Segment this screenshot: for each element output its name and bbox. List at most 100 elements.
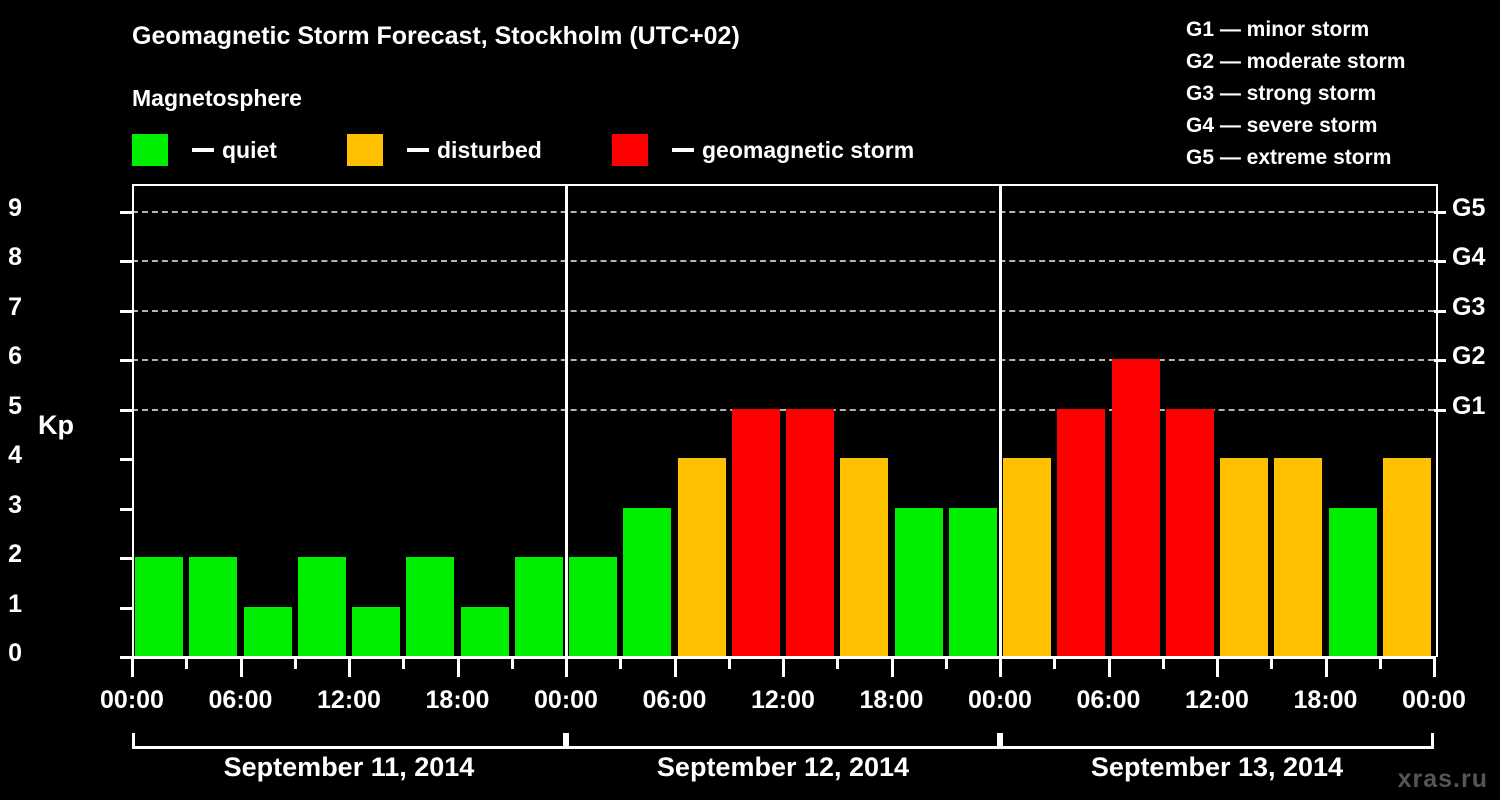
y-tick-label-8: 8: [8, 243, 22, 272]
x-tick-12: [782, 659, 785, 677]
legend-label: quiet: [222, 136, 277, 163]
bar-21[interactable]: [1274, 458, 1322, 656]
y-tick-label-7: 7: [8, 292, 22, 321]
bar-6[interactable]: [461, 606, 509, 656]
bar-8[interactable]: [569, 557, 617, 656]
g-scale-legend: G1 — minor storm G2 — moderate storm G3 — …: [1186, 14, 1486, 174]
y-tick-label-6: 6: [8, 342, 22, 371]
x-tick-14: [891, 659, 894, 677]
g-legend-row-3: G3 — strong storm: [1186, 82, 1377, 105]
y-tick-8: [120, 260, 132, 264]
g-tick-G3: [1434, 309, 1446, 313]
x-tick-label-3: 18:00: [425, 686, 490, 714]
bar-22[interactable]: [1329, 507, 1377, 656]
y-tick-2: [120, 557, 132, 561]
x-tick-label-2: 12:00: [317, 686, 381, 714]
g-legend-row-4: G4 — severe storm: [1186, 114, 1378, 137]
bar-9[interactable]: [623, 507, 671, 656]
bar-7[interactable]: [515, 557, 563, 656]
g-tick-G2: [1434, 359, 1446, 363]
bar-16[interactable]: [1003, 458, 1051, 656]
x-tick-label-4: 00:00: [534, 686, 598, 714]
bar-0[interactable]: [135, 557, 183, 656]
x-tick-21: [1270, 659, 1273, 669]
bar-18[interactable]: [1112, 359, 1160, 656]
x-tick-23: [1379, 659, 1382, 669]
y-tick-6: [120, 359, 132, 363]
gridline-kp-8: [132, 260, 1434, 263]
y-tick-label-1: 1: [8, 589, 22, 618]
x-tick-11: [728, 659, 731, 669]
gridline-kp-7: [132, 309, 1434, 312]
plot-area: [132, 186, 1434, 656]
g-axis-label-G5: G5: [1452, 193, 1486, 222]
bar-2[interactable]: [244, 606, 292, 656]
x-tick-label-9: 06:00: [1076, 686, 1141, 714]
x-tick-3: [294, 659, 297, 669]
bar-13[interactable]: [840, 458, 888, 656]
y-tick-label-9: 9: [8, 193, 22, 222]
legend-entry-geomagnetic: geomagnetic storm: [612, 134, 914, 166]
bar-4[interactable]: [352, 606, 400, 656]
bar-12[interactable]: [786, 408, 834, 656]
y-tick-label-0: 0: [8, 639, 22, 667]
x-tick-label-6: 12:00: [751, 686, 815, 714]
gridline-kp-6: [132, 359, 1434, 362]
bar-3[interactable]: [298, 557, 346, 656]
x-tick-label-5: 06:00: [642, 686, 707, 714]
x-tick-label-1: 06:00: [208, 686, 273, 714]
g-axis-label-G2: G2: [1452, 342, 1486, 371]
bar-23[interactable]: [1383, 458, 1431, 656]
g-axis-label-G4: G4: [1452, 243, 1486, 272]
y-tick-label-5: 5: [8, 391, 22, 420]
y-tick-0: [120, 656, 132, 659]
legend-entry-disturbed: disturbed: [347, 134, 542, 166]
storm-swatch: [612, 134, 648, 166]
bar-5[interactable]: [406, 557, 454, 656]
bar-15[interactable]: [949, 507, 997, 656]
x-tick-7: [511, 659, 514, 669]
bar-14[interactable]: [895, 507, 943, 656]
day-separator-2: [999, 186, 1002, 656]
bar-1[interactable]: [189, 557, 237, 656]
x-tick-label-0: 00:00: [100, 686, 164, 714]
bar-20[interactable]: [1220, 458, 1268, 656]
y-tick-3: [120, 507, 132, 511]
x-axis-line: [132, 656, 1436, 659]
x-tick-20: [1216, 659, 1219, 677]
day-bracket-2: [566, 733, 1000, 749]
x-tick-15: [945, 659, 948, 669]
disturbed-swatch: [347, 134, 383, 166]
bar-10[interactable]: [678, 458, 726, 656]
y-tick-5: [120, 408, 132, 412]
day-label-1: September 11, 2014: [223, 752, 475, 782]
x-tick-16: [999, 659, 1002, 677]
x-tick-18: [1108, 659, 1111, 677]
day-label-3: September 13, 2014: [1090, 752, 1344, 782]
day-label-2: September 12, 2014: [656, 752, 910, 782]
x-tick-label-12: 00:00: [1402, 686, 1466, 714]
g-tick-G5: [1434, 210, 1446, 214]
g-axis-label-G3: G3: [1452, 292, 1486, 321]
x-tick-6: [457, 659, 460, 677]
x-tick-9: [619, 659, 622, 669]
day-bracket-3: [1000, 733, 1434, 749]
chart-subtitle: Magnetosphere: [132, 85, 302, 111]
x-tick-label-10: 12:00: [1185, 686, 1249, 714]
g-tick-G1: [1434, 408, 1446, 412]
y-tick-9: [120, 210, 132, 214]
x-tick-17: [1053, 659, 1056, 669]
page-title: Geomagnetic Storm Forecast, Stockholm (U…: [132, 22, 740, 50]
g-axis-label-G1: G1: [1452, 391, 1486, 420]
bar-19[interactable]: [1166, 408, 1214, 656]
watermark: xras.ru: [1397, 765, 1488, 793]
bar-17[interactable]: [1057, 408, 1105, 656]
x-tick-19: [1162, 659, 1165, 669]
legend-entry-quiet: quiet: [132, 134, 277, 166]
x-tick-label-8: 00:00: [968, 686, 1032, 714]
x-tick-10: [674, 659, 677, 677]
day-bracket-1: [132, 733, 566, 749]
bar-11[interactable]: [732, 408, 780, 656]
legend-label: geomagnetic storm: [702, 136, 915, 163]
